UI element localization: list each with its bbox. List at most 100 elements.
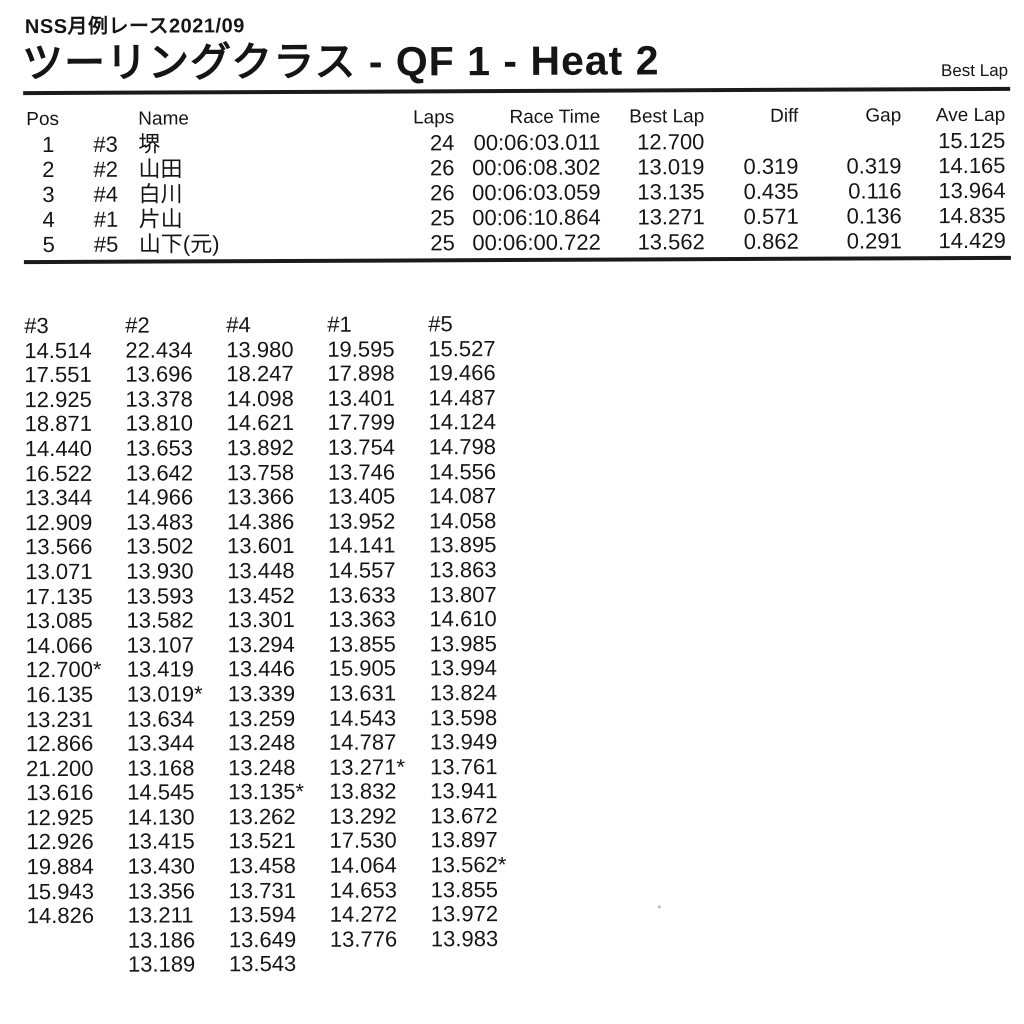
results-cell-pos: 5 xyxy=(42,231,55,258)
lap-time-cell: 13.761 xyxy=(430,753,498,780)
lap-times-row: 13.231 13.634 13.259 14.543 13.598 xyxy=(26,705,540,732)
results-cell-pos: 1 xyxy=(42,131,55,158)
lap-time-cell: 13.754 xyxy=(327,434,396,460)
lap-time-cell: 13.231 xyxy=(25,706,94,732)
lap-time-cell: 13.631 xyxy=(328,680,397,706)
lap-time-cell: 13.616 xyxy=(26,780,94,806)
lap-time-cell: 13.301 xyxy=(227,607,295,633)
lap-time-cell: 14.098 xyxy=(226,385,294,412)
lap-time-cell: 13.405 xyxy=(327,483,396,509)
lap-time-cell: 14.386 xyxy=(226,508,295,534)
results-cell-race_time: 00:06:10.864 xyxy=(472,204,601,231)
lap-column-header: #2 xyxy=(125,312,150,338)
results-cell-gap: 0.116 xyxy=(848,178,902,204)
results-cell-gap xyxy=(802,128,902,153)
results-divider-line xyxy=(23,255,1011,265)
results-cell-race_time: 00:06:03.011 xyxy=(473,129,601,156)
results-header-gap: Gap xyxy=(865,105,902,127)
lap-time-cell: 13.649 xyxy=(228,926,297,953)
best-lap-corner-label: Best Lap xyxy=(940,60,1009,81)
lap-time-cell: 14.966 xyxy=(125,484,194,510)
results-cell-name: 山田 xyxy=(138,156,183,182)
results-tbody: 1 #3 堺 24 00:06:03.011 12.700 15.125 2 #2 山田 26 00:… xyxy=(26,128,1007,257)
lap-time-cell: 13.452 xyxy=(227,582,295,608)
lap-time-cell: 13.019* xyxy=(126,681,203,707)
lap-times-row: 21.200 13.168 13.248 13.271* 13.761 xyxy=(26,753,540,782)
lap-time-cell: 14.487 xyxy=(428,384,496,411)
results-cell-ave_lap: 15.125 xyxy=(938,127,1006,154)
lap-time-cell: 13.521 xyxy=(228,828,296,854)
lap-time-cell: 14.543 xyxy=(328,705,397,731)
lap-time-cell: 13.855 xyxy=(430,876,499,903)
lap-times-row: 13.344 14.966 13.366 13.405 14.087 xyxy=(25,483,539,511)
results-cell-diff xyxy=(704,129,802,154)
lap-time-cell: 16.522 xyxy=(24,460,93,486)
lap-time-cell: 13.807 xyxy=(429,581,497,607)
lap-time-cell: 13.952 xyxy=(327,508,396,534)
lap-time-cell: 13.696 xyxy=(125,361,193,387)
results-cell-best_lap: 13.562 xyxy=(637,229,705,255)
lap-time-cell: 13.980 xyxy=(226,336,294,362)
lap-time-cell: 13.085 xyxy=(25,607,93,634)
lap-times-row: 12.700* 13.419 13.446 15.905 13.994 xyxy=(26,655,540,683)
results-cell-car: #2 xyxy=(93,156,119,182)
results-cell-ave_lap: 13.964 xyxy=(938,177,1006,204)
lap-times-row: 12.926 13.415 13.521 17.530 13.897 xyxy=(26,828,540,855)
lap-time-cell: 22.434 xyxy=(125,336,193,363)
lap-times-row: 13.616 14.545 13.135* 13.832 13.941 xyxy=(26,778,540,806)
lap-time-cell xyxy=(431,951,541,976)
results-cell-gap: 0.319 xyxy=(846,153,902,179)
lap-time-cell: 13.356 xyxy=(127,878,196,904)
results-cell-car: #4 xyxy=(93,181,119,207)
lap-time-cell: 13.262 xyxy=(228,803,296,830)
lap-time-cell: 13.502 xyxy=(126,533,194,560)
lap-time-cell: 13.758 xyxy=(226,459,295,485)
lap-times-row: 18.871 13.810 14.621 17.799 14.124 xyxy=(24,409,539,437)
lap-times-row: 12.866 13.344 13.248 14.787 13.949 xyxy=(26,729,540,757)
lap-time-cell xyxy=(27,953,128,978)
lap-time-cell: 13.071 xyxy=(25,558,93,585)
lap-time-cell: 13.810 xyxy=(125,410,193,437)
lap-time-cell: 14.556 xyxy=(428,458,497,484)
lap-time-cell: 13.892 xyxy=(226,434,295,461)
lap-time-cell: 14.787 xyxy=(328,729,397,755)
lap-time-cell: 13.415 xyxy=(127,828,195,855)
lap-time-cell: 13.731 xyxy=(228,877,297,903)
lap-time-cell: 13.941 xyxy=(430,778,498,804)
lap-time-cell: 13.594 xyxy=(228,902,297,928)
lap-time-cell: 17.135 xyxy=(25,583,93,609)
lap-time-cell: 13.189 xyxy=(127,951,196,978)
lap-time-cell: 13.339 xyxy=(227,680,296,707)
lap-times-row: 13.186 13.649 13.776 13.983 xyxy=(27,926,541,954)
results-header-name: Name xyxy=(138,108,190,130)
lap-time-cell: 15.943 xyxy=(26,878,95,904)
results-cell-car: #3 xyxy=(93,131,118,157)
lap-time-cell xyxy=(330,952,431,977)
results-cell-laps: 26 xyxy=(430,180,455,206)
lap-time-cell: 15.527 xyxy=(428,335,496,361)
lap-time-cell: 13.186 xyxy=(127,927,196,953)
lap-time-cell: 13.446 xyxy=(227,656,296,682)
lap-times-row: 13.071 13.930 13.448 14.557 13.863 xyxy=(25,557,539,585)
lap-time-cell: 16.135 xyxy=(25,681,94,708)
results-cell-name: 山下(元) xyxy=(138,231,220,257)
lap-time-cell: 18.871 xyxy=(24,411,92,437)
lap-column-header: #3 xyxy=(24,313,49,339)
lap-time-cell: 13.344 xyxy=(126,730,195,756)
results-cell-ave_lap: 14.165 xyxy=(938,152,1006,179)
lap-time-cell: 13.366 xyxy=(226,484,295,510)
lap-times-row: 13.189 13.543 xyxy=(27,951,541,978)
lap-time-cell: 13.994 xyxy=(429,655,498,681)
lap-time-cell: 14.653 xyxy=(329,877,398,903)
results-cell-car: #1 xyxy=(93,206,119,232)
lap-time-cell: 13.653 xyxy=(125,435,194,461)
results-header-car xyxy=(66,108,138,132)
lap-column-header: #1 xyxy=(327,311,352,337)
lap-times-row: 13.085 13.582 13.301 13.363 14.610 xyxy=(25,606,539,634)
lap-time-cell: 13.168 xyxy=(127,755,195,781)
lap-times-row: 16.135 13.019* 13.339 13.631 13.824 xyxy=(25,680,540,708)
lap-time-cell: 13.633 xyxy=(328,582,396,608)
results-cell-race_time: 00:06:03.059 xyxy=(472,179,601,206)
results-cell-gap: 0.136 xyxy=(846,203,902,229)
results-cell-laps: 25 xyxy=(430,205,455,231)
